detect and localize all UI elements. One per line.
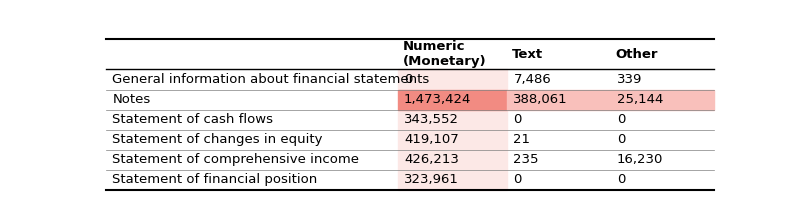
- Text: 0: 0: [617, 173, 625, 186]
- Text: Notes: Notes: [112, 93, 150, 106]
- Text: Numeric
(Monetary): Numeric (Monetary): [403, 40, 486, 68]
- Text: 388,061: 388,061: [514, 93, 568, 106]
- Text: 419,107: 419,107: [404, 133, 458, 146]
- Text: 21: 21: [514, 133, 530, 146]
- Text: 25,144: 25,144: [617, 93, 663, 106]
- Text: Statement of changes in equity: Statement of changes in equity: [112, 133, 323, 146]
- Text: General information about financial statements: General information about financial stat…: [112, 73, 430, 86]
- Text: 235: 235: [514, 153, 539, 166]
- Text: 0: 0: [514, 113, 522, 126]
- Text: 343,552: 343,552: [404, 113, 459, 126]
- Text: 339: 339: [617, 73, 642, 86]
- Text: 426,213: 426,213: [404, 153, 459, 166]
- Text: Text: Text: [512, 48, 543, 61]
- Text: Other: Other: [615, 48, 658, 61]
- Text: 0: 0: [404, 73, 413, 86]
- Text: Statement of comprehensive income: Statement of comprehensive income: [112, 153, 359, 166]
- Text: 0: 0: [617, 113, 625, 126]
- Text: 7,486: 7,486: [514, 73, 551, 86]
- Text: Statement of cash flows: Statement of cash flows: [112, 113, 274, 126]
- Text: 16,230: 16,230: [617, 153, 663, 166]
- Text: 323,961: 323,961: [404, 173, 459, 186]
- Text: 1,473,424: 1,473,424: [404, 93, 471, 106]
- Text: 0: 0: [514, 173, 522, 186]
- Text: 0: 0: [617, 133, 625, 146]
- Text: Statement of financial position: Statement of financial position: [112, 173, 318, 186]
